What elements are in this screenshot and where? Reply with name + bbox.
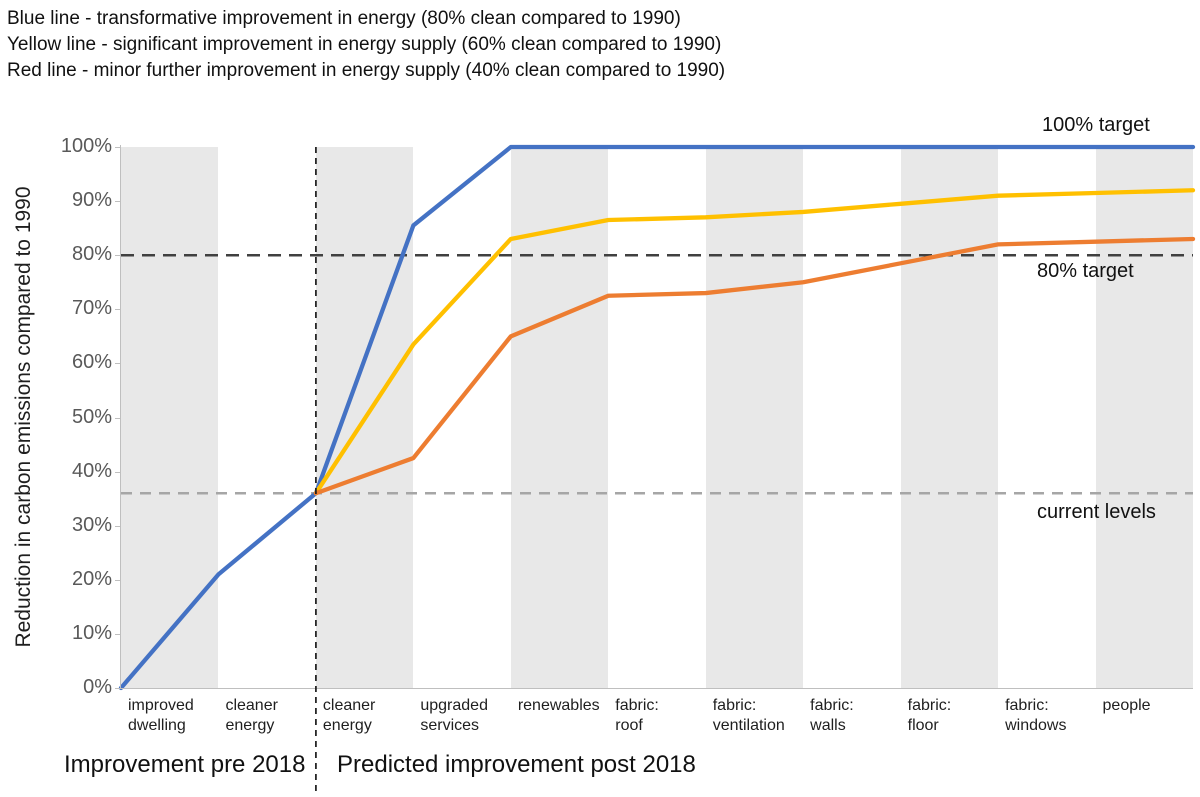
y-tick-label: 60% [71,351,112,374]
key-line-yellow: Yellow line - significant improvement in… [7,34,722,55]
series-lines-svg [118,144,1196,691]
x-category-label: people [1102,697,1151,714]
y-tick-mark [115,147,121,148]
x-axis-line [121,688,1193,689]
y-axis-title: Reduction in carbon emissions compared t… [12,186,35,648]
y-tick-mark [115,363,121,365]
y-tick-mark [115,417,121,419]
yellow-line-series [313,188,1196,496]
y-tick-mark [115,579,121,581]
y-tick-mark [115,688,121,689]
y-tick-label: 10% [71,621,112,644]
chart-key: Blue line - transformative improvement i… [7,6,725,84]
y-tick-mark [115,633,121,635]
y-tick-mark [115,471,121,473]
y-axis-line [120,145,121,689]
y-tick-label: 30% [71,513,112,536]
x-category-label: improved dwelling [128,697,194,734]
band-fabric-ventilation [705,147,804,688]
x-category-label: fabric: floor [907,697,952,734]
annotation-80-target: 80% target [1037,260,1134,282]
y-tick-mark [115,201,121,203]
y-tick-label: 40% [71,459,112,482]
y-tick-mark [115,525,121,527]
x-category-label: cleaner energy [225,697,278,734]
x-category-label: upgraded services [420,697,488,734]
y-tick-label: 0% [83,676,112,698]
y-tick-label: 70% [71,297,112,320]
blue-line-series [118,144,1196,691]
y-tick-mark [115,255,121,257]
x-category-label: fabric: roof [615,697,659,734]
y-tick-label: 80% [71,243,112,266]
key-line-blue: Blue line - transformative improvement i… [7,8,681,29]
y-tick-label: 50% [71,405,112,428]
x-category-label: cleaner energy [322,697,376,734]
group-label-pre-2018: Improvement pre 2018 [64,751,306,778]
red-line-series [313,236,1196,496]
annotation-current-levels: current levels [1037,501,1156,523]
key-line-red: Red line - minor further improvement in … [7,60,726,81]
annotation-100-target: 100% target [1042,114,1150,136]
x-category-label: fabric: ventilation [712,697,785,734]
y-tick-label: 100% [60,135,112,157]
y-tick-label: 20% [71,567,112,590]
plot-area [118,144,1196,691]
band-improved-dwelling [121,147,219,688]
x-category-label: fabric: walls [810,697,854,734]
band-people [1095,147,1193,688]
y-tick-mark [115,309,121,311]
y-tick-label: 90% [71,189,112,212]
group-label-post-2018: Predicted improvement post 2018 [337,751,696,778]
x-category-label: renewables [517,697,600,714]
band-fabric-floor [900,147,999,688]
x-category-label: fabric: windows [1005,697,1067,734]
